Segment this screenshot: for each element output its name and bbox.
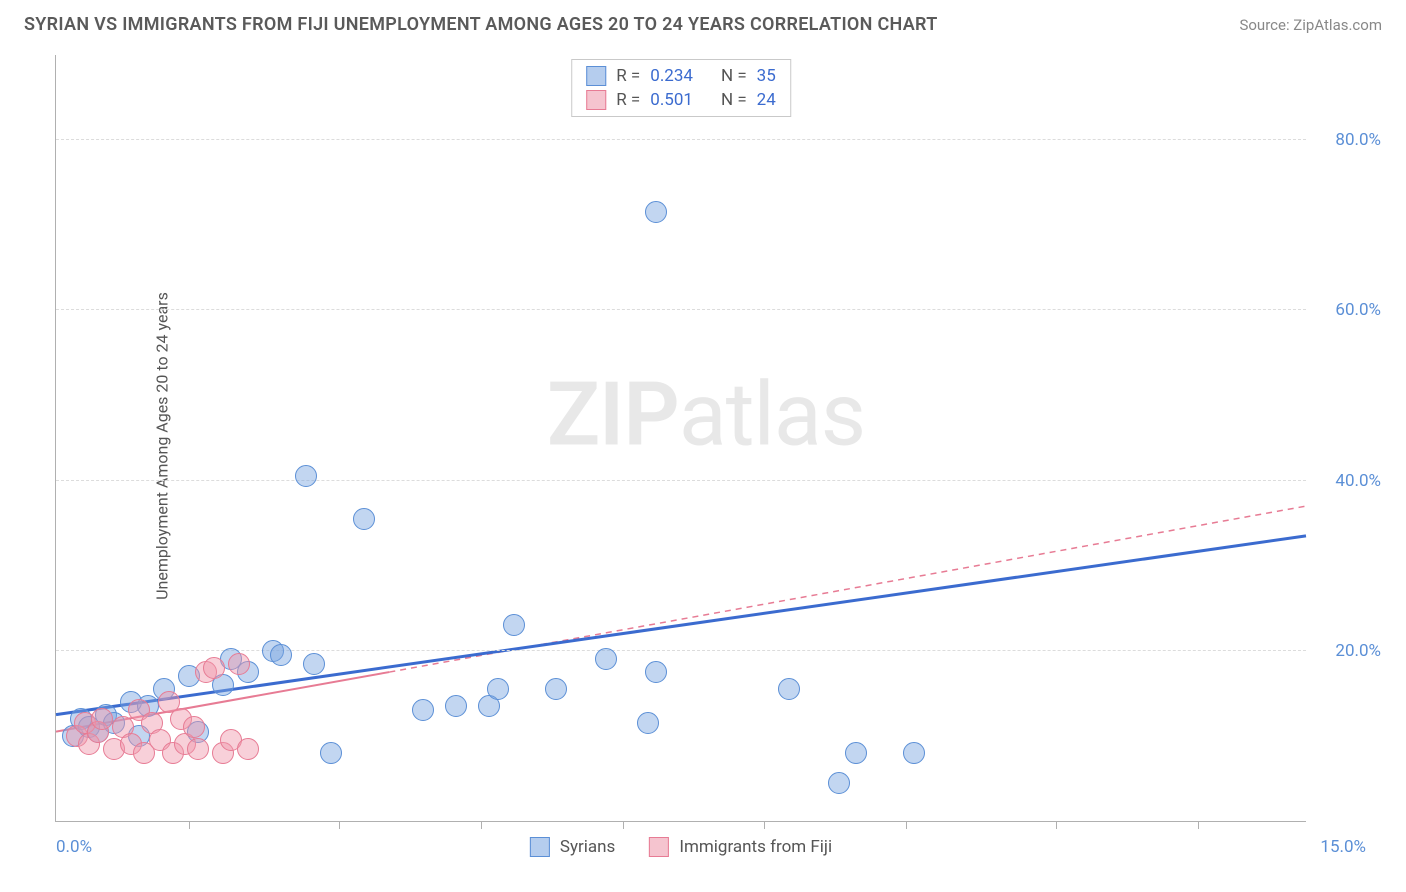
gridline bbox=[56, 480, 1306, 481]
y-tick-label: 60.0% bbox=[1335, 300, 1381, 320]
y-tick-label: 80.0% bbox=[1335, 130, 1381, 150]
data-point bbox=[412, 699, 434, 721]
data-point bbox=[845, 742, 867, 764]
x-tick bbox=[623, 821, 624, 829]
stats-legend: R = 0.234 N = 35 R = 0.501 N = 24 bbox=[571, 59, 791, 117]
watermark: ZIPatlas bbox=[547, 364, 865, 467]
x-tick bbox=[339, 821, 340, 829]
gridline bbox=[56, 309, 1306, 310]
data-point bbox=[828, 772, 850, 794]
data-point bbox=[187, 738, 209, 760]
swatch-blue-icon bbox=[586, 66, 606, 86]
series-legend: Syrians Immigrants from Fiji bbox=[530, 837, 832, 857]
x-axis-label-min: 0.0% bbox=[56, 837, 92, 857]
data-point bbox=[778, 678, 800, 700]
x-axis-label-max: 15.0% bbox=[1320, 837, 1366, 857]
data-point bbox=[303, 653, 325, 675]
x-tick bbox=[481, 821, 482, 829]
data-point bbox=[545, 678, 567, 700]
r-prefix: R = bbox=[616, 90, 640, 110]
data-point bbox=[183, 716, 205, 738]
x-tick bbox=[1198, 821, 1199, 829]
x-tick bbox=[906, 821, 907, 829]
watermark-atlas: atlas bbox=[679, 364, 865, 467]
x-tick bbox=[189, 821, 190, 829]
data-point bbox=[228, 653, 250, 675]
gridline bbox=[56, 139, 1306, 140]
trend-lines bbox=[56, 55, 1306, 821]
scatter-chart: ZIPatlas R = 0.234 N = 35 R = 0.501 N = … bbox=[55, 55, 1306, 822]
data-point bbox=[203, 657, 225, 679]
data-point bbox=[645, 201, 667, 223]
y-tick-label: 20.0% bbox=[1335, 641, 1381, 661]
data-point bbox=[353, 508, 375, 530]
stats-row-syrians: R = 0.234 N = 35 bbox=[572, 64, 790, 88]
data-point bbox=[445, 695, 467, 717]
n-prefix: N = bbox=[721, 90, 747, 110]
r-value-syrians: 0.234 bbox=[650, 66, 693, 86]
data-point bbox=[487, 678, 509, 700]
legend-label-syrians: Syrians bbox=[560, 837, 615, 857]
swatch-pink-icon bbox=[649, 837, 669, 857]
data-point bbox=[295, 465, 317, 487]
r-value-fiji: 0.501 bbox=[650, 90, 693, 110]
legend-label-fiji: Immigrants from Fiji bbox=[679, 837, 832, 857]
n-value-fiji: 24 bbox=[757, 90, 776, 110]
data-point bbox=[503, 614, 525, 636]
y-tick-label: 40.0% bbox=[1335, 471, 1381, 491]
data-point bbox=[91, 708, 113, 730]
swatch-pink-icon bbox=[586, 90, 606, 110]
n-prefix: N = bbox=[721, 66, 747, 86]
data-point bbox=[270, 644, 292, 666]
watermark-zip: ZIP bbox=[547, 364, 679, 467]
gridline bbox=[56, 650, 1306, 651]
data-point bbox=[237, 738, 259, 760]
x-tick bbox=[1056, 821, 1057, 829]
data-point bbox=[595, 648, 617, 670]
r-prefix: R = bbox=[616, 66, 640, 86]
swatch-blue-icon bbox=[530, 837, 550, 857]
data-point bbox=[903, 742, 925, 764]
n-value-syrians: 35 bbox=[757, 66, 776, 86]
x-tick bbox=[764, 821, 765, 829]
data-point bbox=[637, 712, 659, 734]
data-point bbox=[645, 661, 667, 683]
data-point bbox=[320, 742, 342, 764]
stats-row-fiji: R = 0.501 N = 24 bbox=[572, 88, 790, 112]
source-label: Source: ZipAtlas.com bbox=[1239, 16, 1382, 34]
chart-title: SYRIAN VS IMMIGRANTS FROM FIJI UNEMPLOYM… bbox=[24, 14, 938, 35]
